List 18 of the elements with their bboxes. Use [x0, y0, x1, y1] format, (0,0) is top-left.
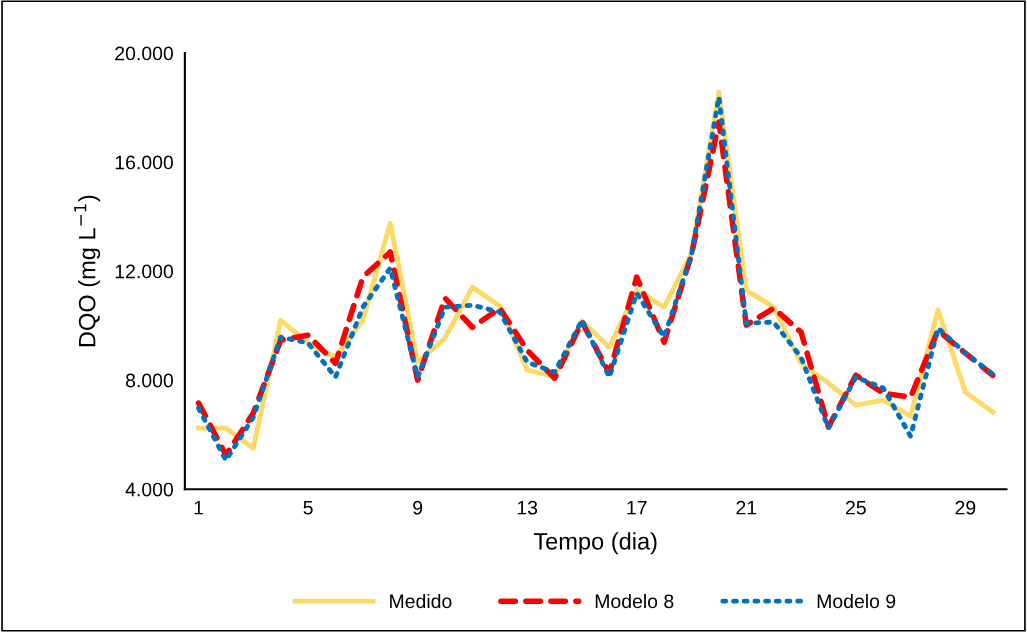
legend-label: Modelo 8: [595, 593, 674, 609]
y-tick-label: 20.000: [115, 46, 173, 61]
x-tick-label: 25: [846, 500, 866, 515]
x-tick-label: 17: [627, 500, 647, 515]
y-tick-label: 8.000: [125, 373, 173, 388]
x-tick-label: 21: [736, 500, 757, 515]
y-tick-label: 4.000: [125, 482, 173, 497]
y-tick-label: 12.000: [115, 264, 173, 279]
x-axis-title: Tempo (dia): [533, 532, 657, 555]
x-tick-label: 9: [413, 500, 423, 515]
x-tick-label: 29: [955, 500, 976, 515]
legend-label: Medido: [390, 593, 452, 609]
y-axis-title: DQO (mg L$^{−1}$): [74, 195, 101, 347]
x-tick-label: 5: [303, 500, 313, 515]
y-tick-label: 16.000: [115, 155, 173, 170]
x-tick-label: 1: [194, 500, 204, 515]
x-tick-label: 13: [517, 500, 538, 515]
legend-label: Modelo 9: [817, 593, 896, 609]
